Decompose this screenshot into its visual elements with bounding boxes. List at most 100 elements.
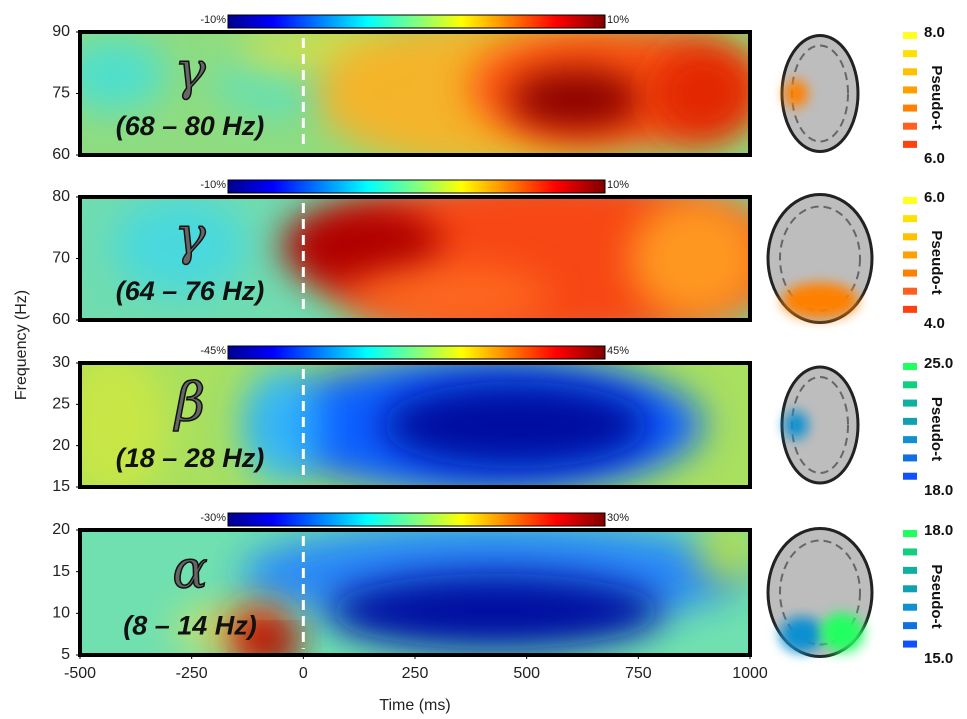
source-colorbar-step bbox=[903, 287, 917, 295]
y-tick-label: 75 bbox=[52, 85, 70, 102]
heatmap bbox=[80, 530, 750, 655]
source-blob bbox=[784, 411, 808, 439]
band-range: (64 – 76 Hz) bbox=[116, 276, 265, 306]
source-blob bbox=[782, 282, 858, 319]
band-symbol: α bbox=[172, 540, 207, 600]
source-colorbar-step bbox=[903, 68, 917, 76]
source-colorbar-step bbox=[903, 104, 917, 112]
x-tick-label: -500 bbox=[64, 665, 96, 682]
heatmap-blob bbox=[80, 363, 168, 487]
source-colorbar-step bbox=[903, 215, 917, 223]
source-colorbar-step bbox=[903, 548, 917, 556]
source-colorbar-step bbox=[903, 50, 917, 58]
heatmap-blob bbox=[80, 38, 168, 112]
x-axis-label: Time (ms) bbox=[379, 697, 450, 714]
y-tick-label: 15 bbox=[52, 563, 70, 580]
band-symbol: γ bbox=[174, 42, 206, 102]
source-tick-label: 4.0 bbox=[924, 315, 945, 332]
source-tick-label: 6.0 bbox=[924, 189, 945, 206]
source-label: Pseudo-t bbox=[928, 65, 945, 129]
heatmap-blob bbox=[240, 363, 322, 487]
source-colorbar-step bbox=[903, 32, 917, 39]
y-tick-label: 90 bbox=[52, 23, 70, 40]
colorbar bbox=[227, 14, 606, 29]
y-tick-label: 10 bbox=[52, 605, 70, 622]
source-label: Pseudo-t bbox=[928, 230, 945, 294]
y-tick-label: 60 bbox=[52, 146, 70, 163]
x-tick-label: 500 bbox=[513, 665, 540, 682]
x-tick-label: 750 bbox=[625, 665, 652, 682]
heatmap bbox=[80, 32, 750, 155]
heatmap-blob bbox=[629, 197, 750, 320]
source-blob bbox=[820, 612, 864, 653]
brain bbox=[780, 34, 860, 153]
source-colorbar-step bbox=[903, 197, 917, 204]
heatmap-blob bbox=[508, 68, 643, 131]
heatmap-blob bbox=[327, 573, 663, 649]
colorbar bbox=[227, 512, 606, 527]
source-label: Pseudo-t bbox=[928, 564, 945, 628]
source-blob bbox=[784, 79, 808, 108]
source-colorbar-step bbox=[903, 454, 917, 462]
colorbar-label: -10% bbox=[200, 14, 226, 26]
source-tick-label: 18.0 bbox=[924, 482, 953, 499]
source-tick-label: 15.0 bbox=[924, 650, 953, 667]
brain bbox=[780, 365, 860, 485]
y-tick-label: 60 bbox=[52, 311, 70, 328]
source-colorbar-step bbox=[903, 251, 917, 259]
y-tick-label: 70 bbox=[52, 250, 70, 267]
source-colorbar-step bbox=[903, 140, 917, 148]
source-colorbar-step bbox=[903, 640, 917, 648]
colorbar-label: -45% bbox=[200, 345, 226, 357]
heatmap-blob bbox=[113, 197, 248, 296]
source-colorbar-step bbox=[903, 585, 917, 593]
colorbar-label: 30% bbox=[607, 512, 629, 524]
source-colorbar-step bbox=[903, 399, 917, 407]
source-tick-label: 6.0 bbox=[924, 150, 945, 167]
y-tick-label: 15 bbox=[52, 478, 70, 495]
colorbar-label: 10% bbox=[607, 14, 629, 26]
source-colorbar-step bbox=[903, 122, 917, 130]
heatmap bbox=[80, 197, 750, 320]
source-colorbar-step bbox=[903, 363, 917, 370]
colorbar-label: 10% bbox=[607, 179, 629, 191]
source-colorbar-step bbox=[903, 86, 917, 94]
heatmap-blob bbox=[696, 530, 750, 587]
y-tick-label: 25 bbox=[52, 396, 70, 413]
band-symbol: β bbox=[173, 373, 205, 433]
heatmap-blob bbox=[281, 203, 442, 290]
source-colorbar-step bbox=[903, 305, 917, 313]
band-range: (8 – 14 Hz) bbox=[123, 611, 257, 641]
source-tick-label: 25.0 bbox=[924, 355, 953, 372]
x-tick-label: 250 bbox=[402, 665, 429, 682]
plot-frame bbox=[78, 361, 752, 489]
source-colorbar-step bbox=[903, 436, 917, 444]
x-tick-label: -250 bbox=[176, 665, 208, 682]
source-colorbar-step bbox=[903, 233, 917, 241]
y-tick-label: 5 bbox=[61, 646, 70, 663]
heatmap-blob bbox=[250, 632, 298, 655]
source-colorbar-step bbox=[903, 566, 917, 574]
y-tick-label: 80 bbox=[52, 188, 70, 205]
source-colorbar-step bbox=[903, 417, 917, 425]
y-tick-label: 20 bbox=[52, 521, 70, 538]
colorbar bbox=[227, 179, 606, 194]
source-tick-label: 8.0 bbox=[924, 24, 945, 41]
band-range: (18 – 28 Hz) bbox=[116, 443, 265, 473]
source-colorbar-step bbox=[903, 622, 917, 630]
colorbar-label: 45% bbox=[607, 345, 629, 357]
colorbar-label: -10% bbox=[200, 179, 226, 191]
heatmap-blob bbox=[649, 44, 750, 143]
source-colorbar-step bbox=[903, 530, 917, 537]
x-tick-label: 0 bbox=[299, 665, 308, 682]
band-range: (68 – 80 Hz) bbox=[116, 111, 265, 141]
colorbar-label: -30% bbox=[200, 512, 226, 524]
y-tick-label: 20 bbox=[52, 437, 70, 454]
source-colorbar-step bbox=[903, 603, 917, 611]
colorbar bbox=[227, 345, 606, 360]
source-colorbar-step bbox=[903, 269, 917, 277]
heatmap-blob bbox=[348, 264, 549, 320]
band-symbol: γ bbox=[174, 207, 206, 267]
y-axis-label: Frequency (Hz) bbox=[13, 290, 30, 400]
